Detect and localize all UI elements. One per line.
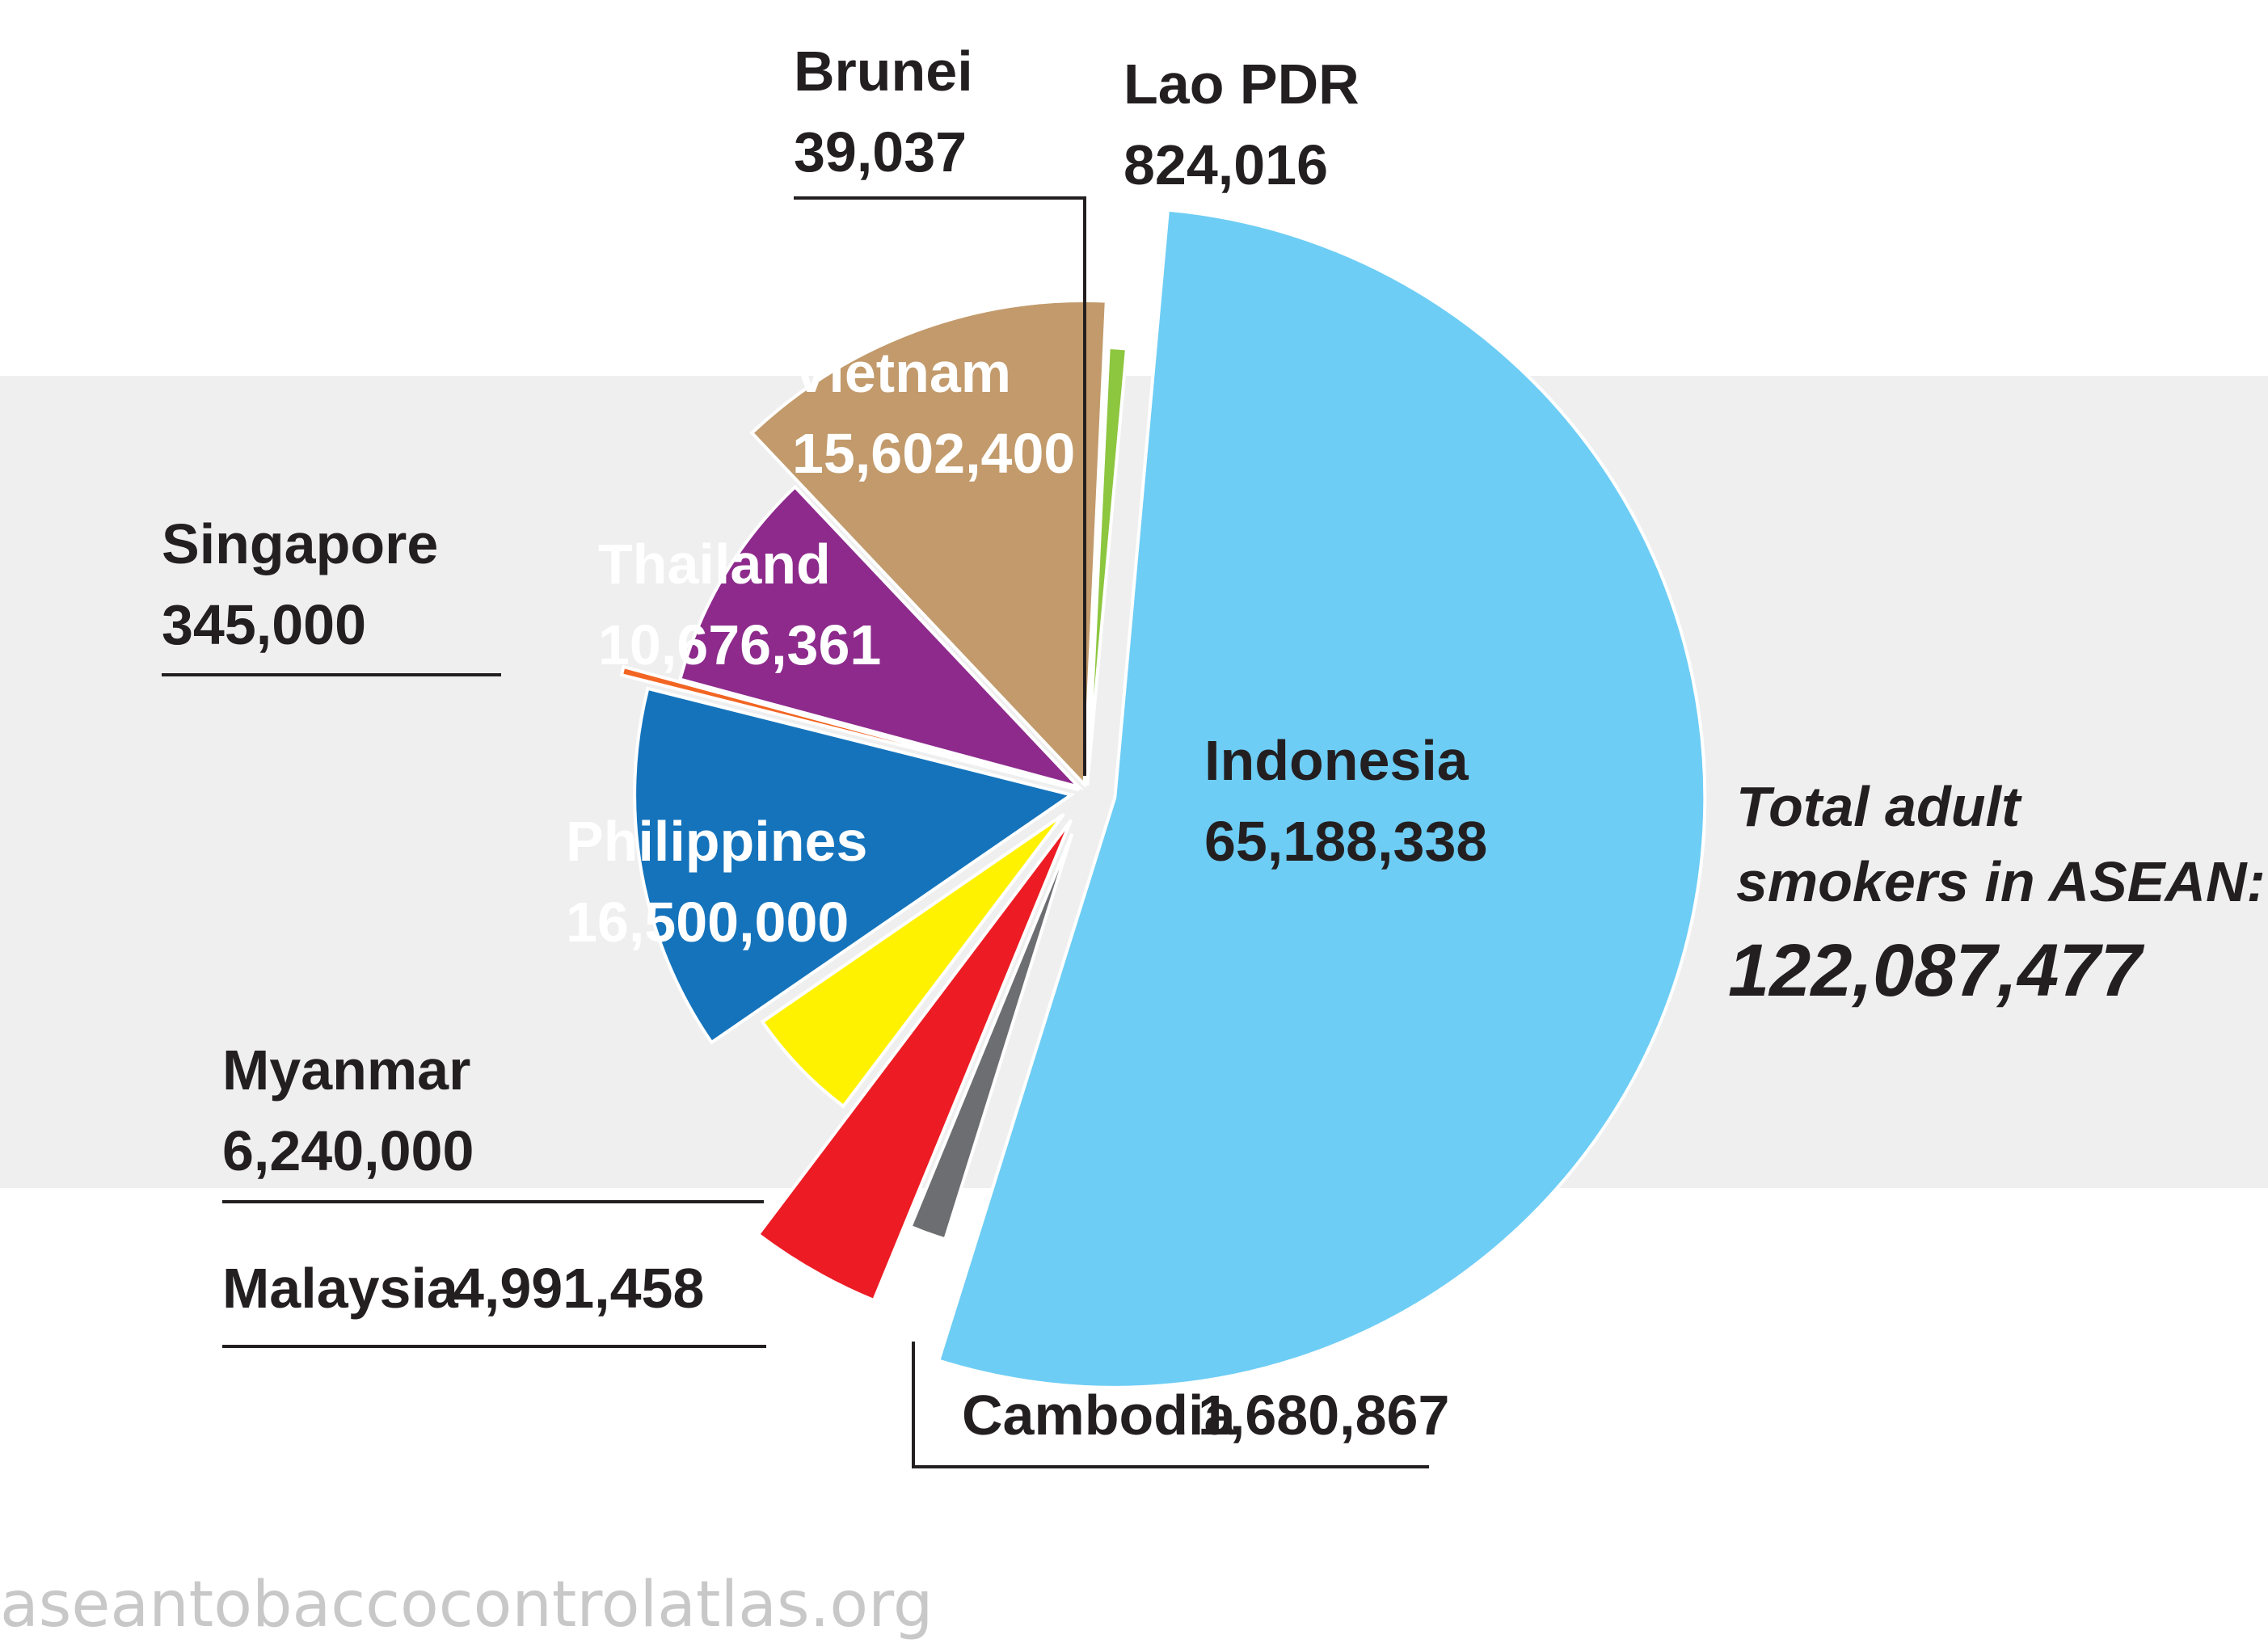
slice-indonesia xyxy=(936,208,1707,1389)
label-indonesia-value: 65,188,338 xyxy=(1204,810,1487,873)
slice-malaysia xyxy=(756,819,1073,1303)
total-line-2: smokers in ASEAN: xyxy=(1736,850,2266,913)
slice-vietnam xyxy=(749,299,1108,789)
leader-cambodia xyxy=(912,1342,1429,1468)
label-malaysia-value: 4,991,458 xyxy=(453,1257,704,1320)
label-thailand-name: Thailand xyxy=(598,533,831,596)
slice-lao-pdr xyxy=(1086,345,1129,773)
label-indonesia-name: Indonesia xyxy=(1204,729,1469,792)
label-philippines-value: 16,500,000 xyxy=(566,891,849,954)
slice-myanmar xyxy=(760,813,1065,1109)
label-thailand-value: 10,676,361 xyxy=(598,613,881,676)
leader-brunei xyxy=(794,196,1086,776)
watermark-url: aseantobaccocontrolatlas.org xyxy=(0,1569,933,1641)
leader-lines xyxy=(162,196,1429,1468)
label-vietnam-name: Vietnam xyxy=(792,341,1011,404)
slice-philippines xyxy=(633,686,1076,1045)
label-myanmar-value: 6,240,000 xyxy=(222,1119,474,1182)
label-singapore-name: Singapore xyxy=(162,512,438,575)
label-singapore-value: 345,000 xyxy=(162,593,366,656)
slice-singapore xyxy=(619,664,1080,792)
label-lao-value: 824,016 xyxy=(1123,133,1328,196)
slice-thailand xyxy=(677,484,1085,790)
total-value: 122,087,477 xyxy=(1728,929,2144,1012)
label-brunei-name: Brunei xyxy=(794,40,973,103)
label-cambodia-name: Cambodia xyxy=(962,1384,1236,1447)
slice-cambodia xyxy=(908,832,1074,1241)
label-vietnam-value: 15,602,400 xyxy=(792,422,1075,485)
label-brunei-value: 39,037 xyxy=(794,120,967,183)
label-cambodia-value: 1,680,867 xyxy=(1198,1384,1449,1447)
pie-slices xyxy=(619,208,1707,1389)
label-malaysia-name: Malaysia xyxy=(222,1257,459,1320)
label-lao-name: Lao PDR xyxy=(1123,53,1360,116)
label-myanmar-name: Myanmar xyxy=(222,1038,470,1102)
label-philippines-name: Philippines xyxy=(566,810,867,873)
total-line-1: Total adult xyxy=(1736,775,2022,838)
